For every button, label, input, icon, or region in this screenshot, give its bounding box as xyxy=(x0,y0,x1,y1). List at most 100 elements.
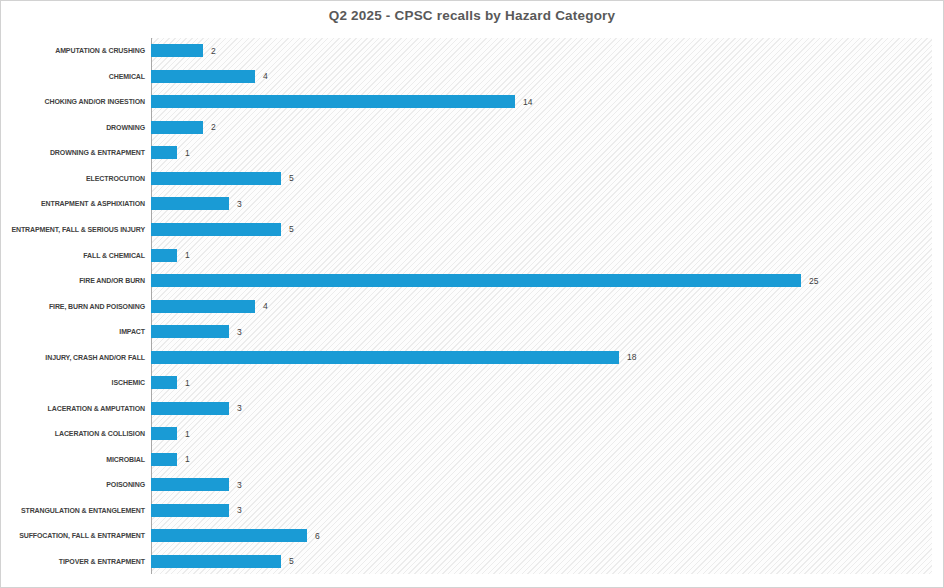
category-label-text: LACERATION & COLLISION xyxy=(55,430,145,437)
bar-row: DROWNING 2 xyxy=(1,115,931,141)
category-label: IMPACT xyxy=(1,328,151,335)
bar-track: 3 xyxy=(151,472,931,498)
value-label: 3 xyxy=(237,505,242,515)
category-label-text: LACERATION & AMPUTATION xyxy=(48,405,145,412)
bar xyxy=(151,325,229,338)
bar-row: CHOKING AND/OR INGESTION 14 xyxy=(1,89,931,115)
category-label-text: ENTRAPMENT & ASPHIXIATION xyxy=(41,200,145,207)
bar xyxy=(151,249,177,262)
bar xyxy=(151,402,229,415)
category-label-text: CHEMICAL xyxy=(109,73,145,80)
value-label: 2 xyxy=(211,46,216,56)
category-label: DROWNING & ENTRAPMENT xyxy=(1,149,151,156)
category-label-text: CHOKING AND/OR INGESTION xyxy=(45,98,145,105)
value-label: 1 xyxy=(185,148,190,158)
value-label: 14 xyxy=(523,97,532,107)
bar-row: DROWNING & ENTRAPMENT 1 xyxy=(1,140,931,166)
value-label: 3 xyxy=(237,327,242,337)
category-label-text: DROWNING & ENTRAPMENT xyxy=(50,149,145,156)
bar-track: 25 xyxy=(151,268,931,294)
value-label: 3 xyxy=(237,480,242,490)
bar-track: 5 xyxy=(151,217,931,243)
value-label: 1 xyxy=(185,378,190,388)
bar xyxy=(151,453,177,466)
bar-row: MICROBIAL 1 xyxy=(1,447,931,473)
bar-row: ENTRAPMENT, FALL & SERIOUS INJURY 5 xyxy=(1,217,931,243)
bar-row: IMPACT 3 xyxy=(1,319,931,345)
bar-track: 5 xyxy=(151,549,931,575)
bar-track: 1 xyxy=(151,421,931,447)
category-label-text: DROWNING xyxy=(106,124,145,131)
bar-row: ISCHEMIC 1 xyxy=(1,370,931,396)
category-label-text: POISONING xyxy=(106,481,145,488)
chart-title: Q2 2025 - CPSC recalls by Hazard Categor… xyxy=(1,8,943,23)
bar xyxy=(151,70,255,83)
bar-row: STRANGULATION & ENTANGLEMENT 3 xyxy=(1,498,931,524)
category-label-text: AMPUTATION & CRUSHING xyxy=(55,47,145,54)
category-label: FALL & CHEMICAL xyxy=(1,252,151,259)
category-label: POISONING xyxy=(1,481,151,488)
category-label-text: ENTRAPMENT, FALL & SERIOUS INJURY xyxy=(11,226,145,233)
value-label: 3 xyxy=(237,403,242,413)
chart-frame: Q2 2025 - CPSC recalls by Hazard Categor… xyxy=(0,0,944,588)
category-label-text: FALL & CHEMICAL xyxy=(83,252,145,259)
value-label: 4 xyxy=(263,71,268,81)
category-label-text: INJURY, CRASH AND/OR FALL xyxy=(45,354,145,361)
bar-track: 2 xyxy=(151,115,931,141)
bar-track: 1 xyxy=(151,140,931,166)
bar-track: 3 xyxy=(151,395,931,421)
bar-row: INJURY, CRASH AND/OR FALL 18 xyxy=(1,344,931,370)
category-label-text: ELECTROCUTION xyxy=(86,175,145,182)
bar xyxy=(151,555,281,568)
category-label-text: IMPACT xyxy=(119,328,145,335)
bar-track: 5 xyxy=(151,166,931,192)
bar xyxy=(151,427,177,440)
value-label: 2 xyxy=(211,122,216,132)
bar-track: 3 xyxy=(151,319,931,345)
bar-track: 3 xyxy=(151,498,931,524)
bar-track: 4 xyxy=(151,293,931,319)
bar-row: POISONING 3 xyxy=(1,472,931,498)
category-label: ENTRAPMENT & ASPHIXIATION xyxy=(1,200,151,207)
bar-row: FALL & CHEMICAL 1 xyxy=(1,242,931,268)
bar xyxy=(151,172,281,185)
bar-row: FIRE, BURN AND POISONING 4 xyxy=(1,293,931,319)
bar-row: LACERATION & COLLISION 1 xyxy=(1,421,931,447)
bar-track: 3 xyxy=(151,191,931,217)
category-label: TIPOVER & ENTRAPMENT xyxy=(1,558,151,565)
category-label: FIRE AND/OR BURN xyxy=(1,277,151,284)
bar-track: 1 xyxy=(151,370,931,396)
bar xyxy=(151,529,307,542)
category-label: MICROBIAL xyxy=(1,456,151,463)
category-label-text: SUFFOCATION, FALL & ENTRAPMENT xyxy=(19,532,145,539)
category-label-text: ISCHEMIC xyxy=(112,379,145,386)
category-label: ELECTROCUTION xyxy=(1,175,151,182)
bar-row: LACERATION & AMPUTATION 3 xyxy=(1,395,931,421)
value-label: 18 xyxy=(627,352,636,362)
category-label: FIRE, BURN AND POISONING xyxy=(1,303,151,310)
bar xyxy=(151,351,619,364)
value-label: 25 xyxy=(809,276,818,286)
bar-row: FIRE AND/OR BURN 25 xyxy=(1,268,931,294)
bar-row: ELECTROCUTION 5 xyxy=(1,166,931,192)
category-label: LACERATION & AMPUTATION xyxy=(1,405,151,412)
bar xyxy=(151,95,515,108)
value-label: 5 xyxy=(289,173,294,183)
value-label: 1 xyxy=(185,429,190,439)
bar xyxy=(151,300,255,313)
category-label: DROWNING xyxy=(1,124,151,131)
category-label: INJURY, CRASH AND/OR FALL xyxy=(1,354,151,361)
value-label: 4 xyxy=(263,301,268,311)
bar-row: TIPOVER & ENTRAPMENT 5 xyxy=(1,549,931,575)
value-label: 5 xyxy=(289,224,294,234)
bar-track: 1 xyxy=(151,242,931,268)
bar xyxy=(151,44,203,57)
bar-row: AMPUTATION & CRUSHING 2 xyxy=(1,38,931,64)
category-label: LACERATION & COLLISION xyxy=(1,430,151,437)
bar xyxy=(151,504,229,517)
bar xyxy=(151,478,229,491)
category-label-text: TIPOVER & ENTRAPMENT xyxy=(59,558,145,565)
category-label-text: MICROBIAL xyxy=(106,456,145,463)
bar xyxy=(151,197,229,210)
bar-track: 4 xyxy=(151,64,931,90)
